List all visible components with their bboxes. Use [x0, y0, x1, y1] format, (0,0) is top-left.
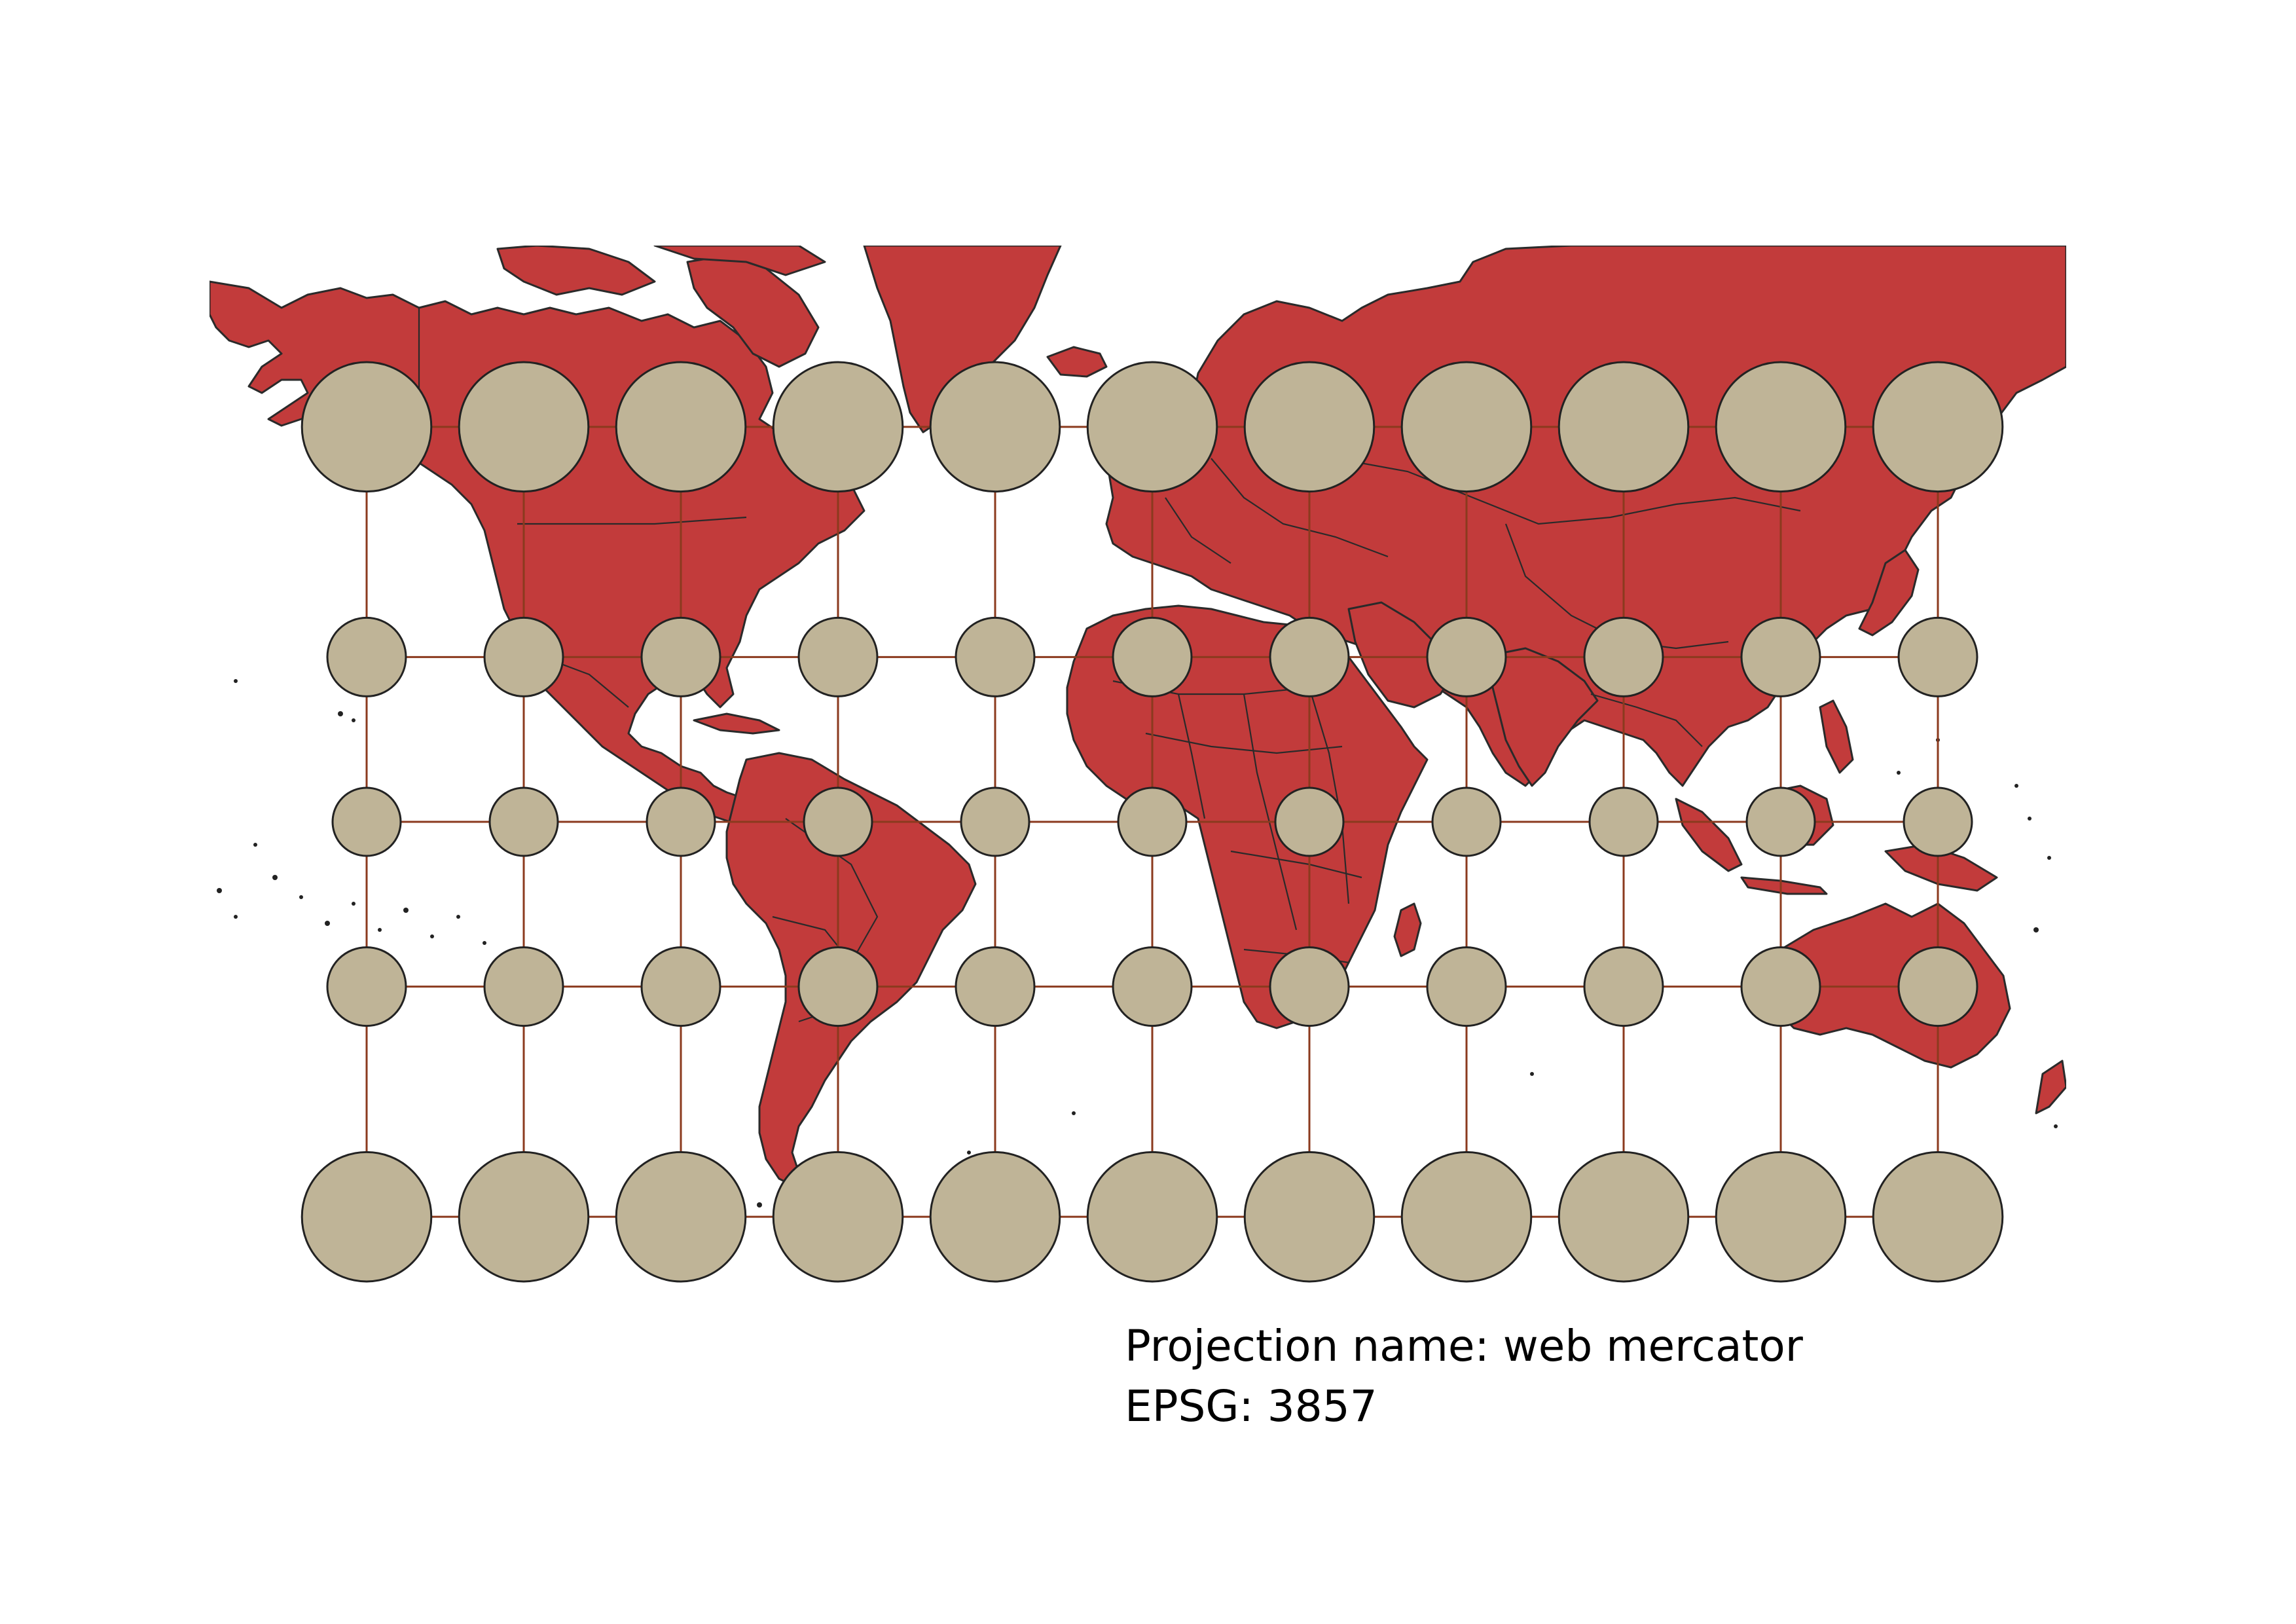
new-zealand — [2035, 1060, 2066, 1115]
epsg-label: EPSG: — [1125, 1381, 1254, 1431]
tissot-circle — [1740, 946, 1821, 1027]
madagascar — [1393, 902, 1422, 957]
map-caption: Projection name: web mercator EPSG: 3857 — [1125, 1316, 1803, 1437]
tissot-circle — [1431, 786, 1502, 857]
tissot-circle — [1715, 1151, 1847, 1283]
tissot-circle — [1897, 946, 1978, 1027]
ellesmere-island — [653, 246, 826, 276]
tissot-circle — [1112, 616, 1193, 697]
tissot-circle — [301, 361, 433, 493]
tissot-circle — [1583, 946, 1664, 1027]
tissot-circle — [1715, 361, 1847, 493]
tissot-circle — [1243, 361, 1376, 493]
tissot-circle — [1400, 361, 1533, 493]
tissot-circle — [640, 946, 721, 1027]
philippines — [1819, 699, 1854, 774]
tissot-circle — [1558, 1151, 1690, 1283]
tissot-circle — [615, 361, 747, 493]
epsg-line: EPSG: 3857 — [1125, 1376, 1803, 1437]
tissot-circle — [1740, 616, 1821, 697]
tissot-circle — [1745, 786, 1816, 857]
tissot-circle — [1117, 786, 1188, 857]
india — [1491, 647, 1599, 787]
tissot-circle — [1269, 616, 1350, 697]
tissot-circle — [483, 946, 564, 1027]
tissot-circle — [1112, 946, 1193, 1027]
tissot-circle — [1274, 786, 1345, 857]
epsg-value: 3857 — [1267, 1381, 1377, 1431]
tissot-circle — [797, 946, 879, 1027]
tissot-circle — [1583, 616, 1664, 697]
tissot-circle — [1588, 786, 1659, 857]
tissot-circle — [955, 946, 1036, 1027]
tissot-circle — [929, 1151, 1061, 1283]
java — [1740, 876, 1828, 895]
tissot-indicatrices — [301, 361, 2004, 1283]
tissot-circle — [1243, 1151, 1376, 1283]
tissot-circle — [1558, 361, 1690, 493]
arabian-peninsula — [1347, 601, 1455, 709]
tissot-circle — [1897, 616, 1978, 697]
tissot-circle — [1426, 616, 1507, 697]
tissot-circle — [615, 1151, 747, 1283]
iceland — [1046, 346, 1108, 378]
tissot-circle — [1903, 786, 1973, 857]
tissot-circle — [929, 361, 1061, 493]
tissot-circle — [326, 616, 407, 697]
tissot-circle — [646, 786, 716, 857]
japan — [1858, 549, 1920, 637]
tissot-circle — [483, 616, 564, 697]
tissot-circle — [1872, 361, 2004, 493]
tissot-circle — [1400, 1151, 1533, 1283]
tissot-circle — [326, 946, 407, 1027]
pacific-islands — [217, 679, 2058, 1208]
projection-name-value: web mercator — [1503, 1321, 1803, 1371]
tissot-circle — [1269, 946, 1350, 1027]
projection-name-label: Projection name: — [1125, 1321, 1489, 1371]
tissot-circle — [1426, 946, 1507, 1027]
tissot-circle — [803, 786, 873, 857]
tissot-circle — [640, 616, 721, 697]
tissot-circle — [488, 786, 559, 857]
tissot-circle — [772, 361, 904, 493]
australia — [1766, 902, 2011, 1069]
tissot-circle — [955, 616, 1036, 697]
tissot-circle — [1086, 1151, 1218, 1283]
tissot-circle — [331, 786, 402, 857]
tissot-circle — [1872, 1151, 2004, 1283]
indonesia-sumatra — [1675, 798, 1743, 872]
tissot-circle — [797, 616, 879, 697]
projection-name-line: Projection name: web mercator — [1125, 1316, 1803, 1376]
tissot-circle — [772, 1151, 904, 1283]
tissot-circle — [458, 1151, 590, 1283]
tissot-circle — [1086, 361, 1218, 493]
tissot-circle — [960, 786, 1030, 857]
tissot-circle — [458, 361, 590, 493]
cuba — [693, 712, 780, 735]
arctic-islands — [496, 246, 656, 296]
tissot-circle — [301, 1151, 433, 1283]
